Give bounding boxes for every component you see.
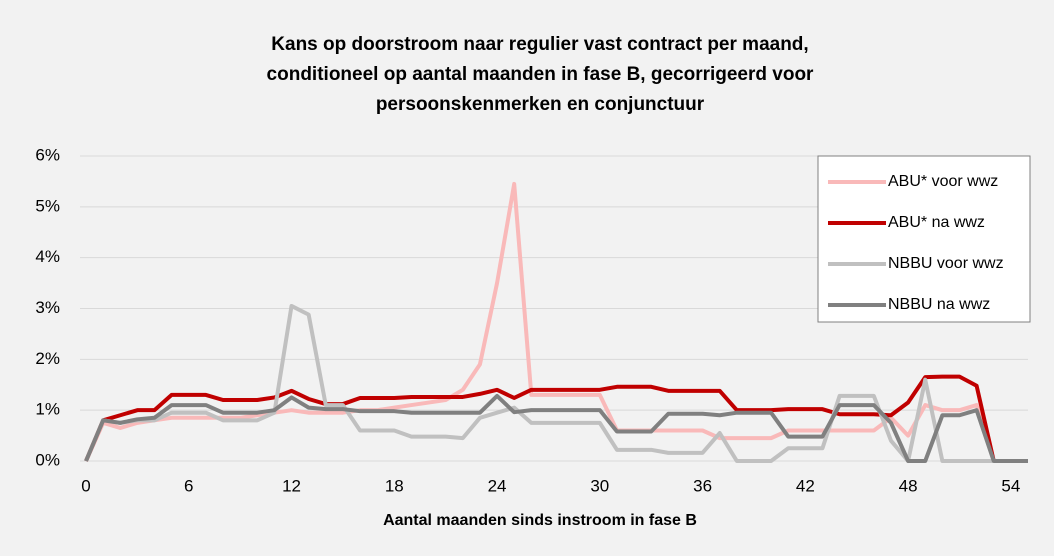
chart-title: conditioneel op aantal maanden in fase B…	[267, 64, 815, 85]
y-tick-label: 2%	[35, 349, 60, 368]
legend-label: ABU* voor wwz	[888, 173, 998, 190]
x-tick-label: 18	[385, 476, 404, 495]
y-tick-label: 0%	[35, 450, 60, 469]
chart-title: Kans op doorstroom naar regulier vast co…	[271, 34, 808, 55]
series-line	[84, 393, 1028, 463]
x-tick-label: 30	[590, 476, 609, 495]
x-tick-label: 48	[899, 476, 918, 495]
y-tick-label: 3%	[35, 298, 60, 317]
y-tick-label: 1%	[35, 400, 60, 419]
x-tick-label: 0	[81, 476, 90, 495]
legend-label: ABU* na wwz	[888, 214, 985, 231]
y-tick-label: 5%	[35, 196, 60, 215]
legend-label: NBBU na wwz	[888, 296, 990, 313]
y-tick-label: 4%	[35, 247, 60, 266]
legend-label: NBBU voor wwz	[888, 255, 1004, 272]
x-tick-label: 42	[796, 476, 815, 495]
x-tick-label: 12	[282, 476, 301, 495]
x-tick-label: 36	[693, 476, 712, 495]
x-tick-label: 54	[1001, 476, 1020, 495]
series-line	[84, 303, 1028, 463]
chart-title: persoonskenmerken en conjunctuur	[376, 94, 705, 115]
x-tick-label: 6	[184, 476, 193, 495]
x-tick-label: 24	[488, 476, 507, 495]
series-line	[84, 181, 1028, 463]
series-line	[84, 374, 1028, 463]
x-axis-label: Aantal maanden sinds instroom in fase B	[383, 512, 697, 529]
y-tick-label: 6%	[35, 145, 60, 164]
